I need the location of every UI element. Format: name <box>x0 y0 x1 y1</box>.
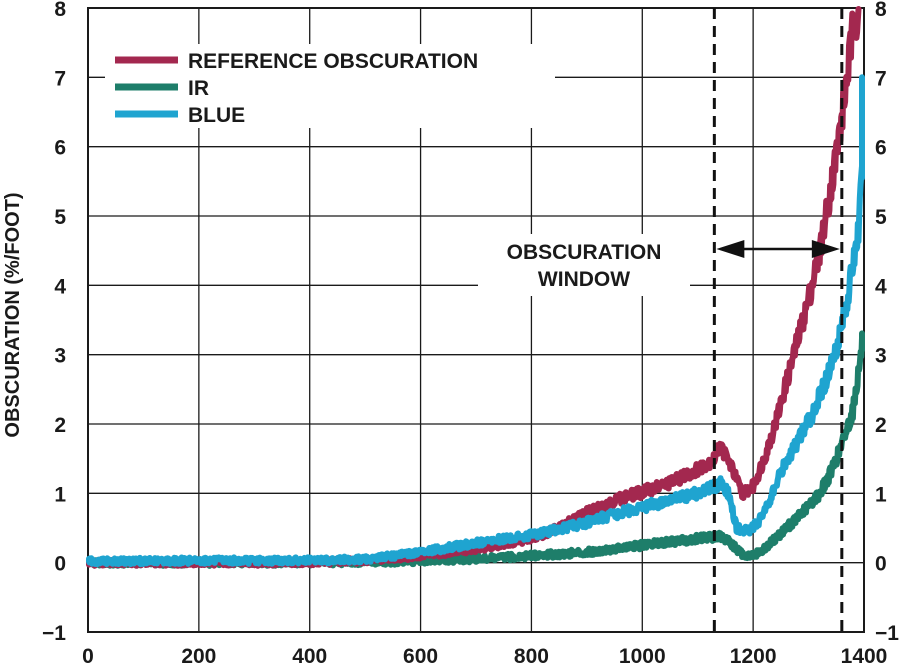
y-tick-label-left: 6 <box>54 137 66 160</box>
y-tick-label-right: 0 <box>875 553 887 576</box>
annotation-line2: WINDOW <box>538 268 630 291</box>
y-tick-label-left: −1 <box>42 622 66 645</box>
y-tick-label-left: 4 <box>54 275 66 298</box>
x-tick-label: 200 <box>181 645 216 668</box>
legend-label-reference: REFERENCE OBSCURATION <box>188 50 478 73</box>
legend-label-blue: BLUE <box>188 104 245 127</box>
x-tick-label: 1200 <box>730 645 777 668</box>
series-layer <box>86 6 865 569</box>
annotation-line1: OBSCURATION <box>507 241 662 264</box>
y-tick-label-left: 3 <box>54 345 66 368</box>
y-tick-label-left: 0 <box>54 553 66 576</box>
annotation-box <box>478 234 690 296</box>
y-tick-label-left: 1 <box>54 483 66 506</box>
x-tick-label: 800 <box>514 645 549 668</box>
window-arrow-head-left <box>716 240 745 258</box>
x-tick-label: 0 <box>82 645 94 668</box>
y-axis-label: OBSCURATION (%/FOOT) <box>2 192 24 437</box>
y-tick-label-left: 2 <box>54 414 66 437</box>
window-arrow-head-right <box>811 240 840 258</box>
y-tick-label-left: 8 <box>54 0 66 21</box>
legend-box <box>105 44 555 128</box>
y-tick-label-left: 5 <box>54 206 66 229</box>
y-tick-label-right: 7 <box>875 67 887 90</box>
x-tick-label: 1000 <box>619 645 666 668</box>
y-tick-labels-right: −1 0 1 2 3 4 5 6 7 8 <box>875 0 899 645</box>
legend: REFERENCE OBSCURATION IR BLUE <box>105 44 555 128</box>
y-tick-label-right: 6 <box>875 137 887 160</box>
window-arrow <box>716 240 840 258</box>
x-tick-label: 600 <box>403 645 438 668</box>
x-tick-label: 400 <box>292 645 327 668</box>
y-tick-label-right: 4 <box>875 275 887 298</box>
y-tick-label-left: 7 <box>54 67 66 90</box>
legend-label-ir: IR <box>188 77 209 100</box>
annotation: OBSCURATION WINDOW <box>478 234 690 296</box>
y-tick-label-right: 5 <box>875 206 887 229</box>
y-tick-labels-left: −1 0 1 2 3 4 5 6 7 8 <box>42 0 66 645</box>
y-tick-label-right: 1 <box>875 483 887 506</box>
y-tick-label-right: −1 <box>875 622 899 645</box>
plot-frame <box>87 7 865 633</box>
x-tick-labels: 0 200 400 600 800 1000 1200 1400 <box>82 645 887 668</box>
y-tick-label-right: 3 <box>875 345 887 368</box>
series-blue <box>86 74 865 568</box>
obscuration-window-lines <box>712 8 844 632</box>
x-tick-label: 1400 <box>841 645 888 668</box>
y-tick-label-right: 8 <box>875 0 887 21</box>
y-tick-label-right: 2 <box>875 414 887 437</box>
